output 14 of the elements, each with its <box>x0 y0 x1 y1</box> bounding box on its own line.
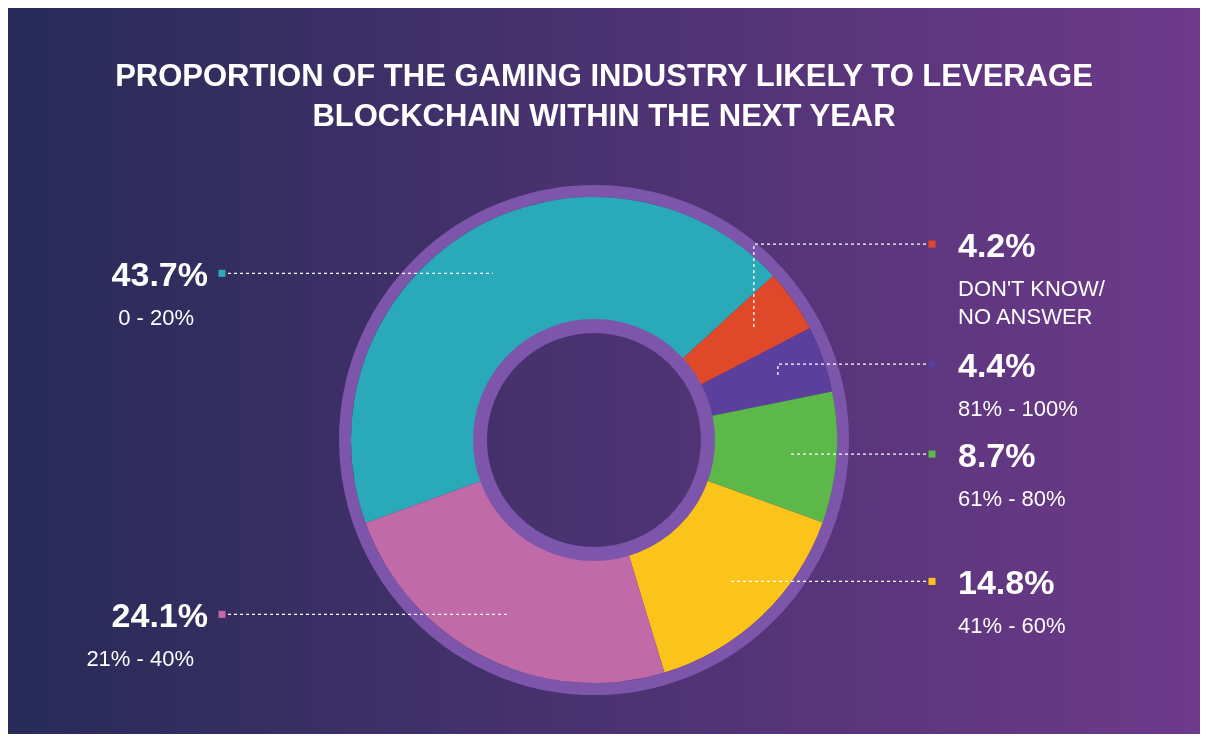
data-label: 8.7% <box>958 436 1036 475</box>
data-label: 24.1% <box>111 596 208 635</box>
slice-label: 41% - 60% <box>958 613 1066 639</box>
data-label: 14.8% <box>958 563 1055 602</box>
chart-title: PROPORTION OF THE GAMING INDUSTRY LIKELY TO LEVERAGE BLOCKCHAIN WITHIN THE NEXT YEAR <box>115 58 1093 133</box>
data-label: 43.7% <box>111 255 208 294</box>
donut-slice <box>351 197 774 524</box>
slice-label: DON'T KNOW/ NO ANSWER <box>958 276 1106 330</box>
slice-label: 0 - 20% <box>118 305 194 331</box>
slice-label: 21% - 40% <box>86 646 194 672</box>
data-label: 4.2% <box>958 226 1036 265</box>
slice-label: 61% - 80% <box>958 486 1066 512</box>
data-label: 4.4% <box>958 346 1036 385</box>
slice-label: 81% - 100% <box>958 396 1078 422</box>
